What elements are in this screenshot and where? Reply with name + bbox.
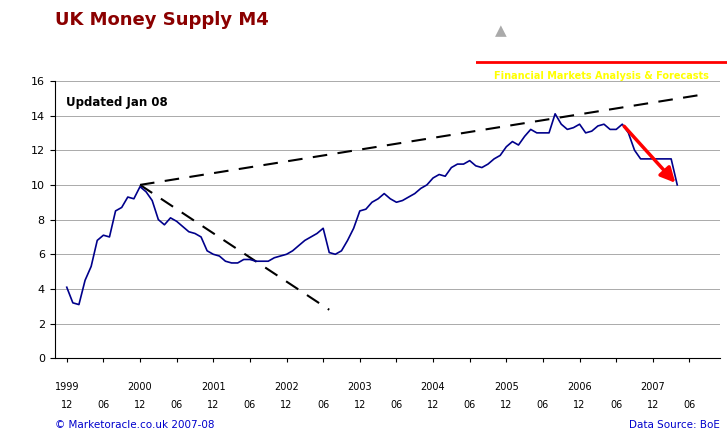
Text: 1999: 1999 [55,382,79,392]
Text: 12: 12 [353,400,366,410]
Text: 06: 06 [390,400,403,410]
Text: 12: 12 [500,400,513,410]
Text: Updated Jan 08: Updated Jan 08 [66,96,168,109]
Text: 06: 06 [464,400,475,410]
Text: © Marketoracle.co.uk 2007-08: © Marketoracle.co.uk 2007-08 [55,420,214,430]
Text: 12: 12 [207,400,220,410]
Text: 12: 12 [427,400,439,410]
Text: 06: 06 [97,400,110,410]
Text: 2004: 2004 [421,382,446,392]
Text: 2005: 2005 [494,382,518,392]
Text: 12: 12 [281,400,293,410]
Text: 06: 06 [610,400,622,410]
Text: 06: 06 [244,400,256,410]
Text: UK Money Supply M4: UK Money Supply M4 [55,11,268,29]
Text: 2003: 2003 [348,382,372,392]
Text: 12: 12 [60,400,73,410]
Text: Financial Markets Analysis & Forecasts: Financial Markets Analysis & Forecasts [494,71,709,81]
Text: 2006: 2006 [567,382,592,392]
Text: ▲: ▲ [495,23,507,38]
Text: 2000: 2000 [128,382,153,392]
Text: 06: 06 [317,400,329,410]
Text: 2001: 2001 [201,382,225,392]
Text: 12: 12 [646,400,659,410]
Text: 12: 12 [134,400,146,410]
Text: 2002: 2002 [274,382,299,392]
Text: 06: 06 [171,400,182,410]
Text: MarketOracle.co.uk: MarketOracle.co.uk [550,24,703,38]
Text: 06: 06 [537,400,549,410]
Text: 2007: 2007 [640,382,665,392]
Text: 06: 06 [683,400,696,410]
Text: 12: 12 [574,400,586,410]
Text: Data Source: BoE: Data Source: BoE [629,420,720,430]
